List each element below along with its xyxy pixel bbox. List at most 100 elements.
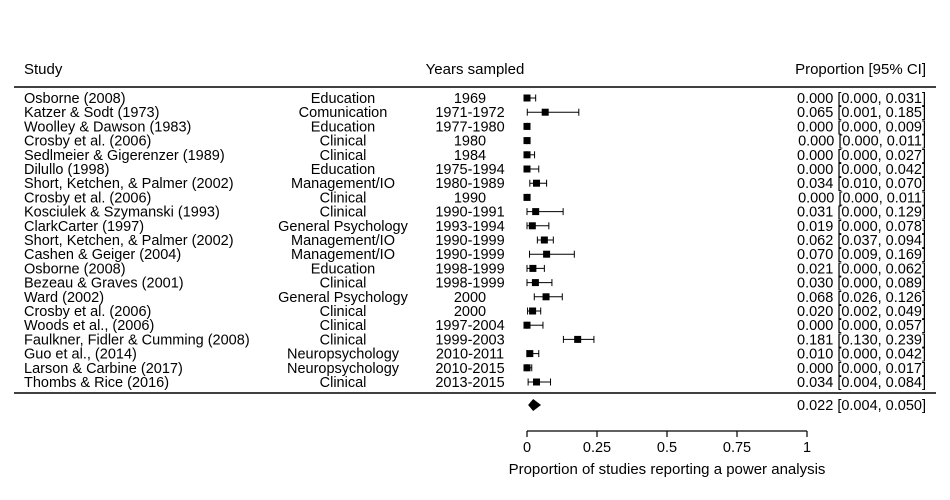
study-field: Education: [311, 162, 376, 178]
study-field: Education: [311, 119, 376, 135]
point-estimate: [533, 378, 541, 386]
study-name: Katzer & Sodt (1973): [24, 105, 159, 121]
estimate-label: 0.000 [0.000, 0.011]: [798, 134, 926, 150]
study-field: Management/IO: [291, 247, 395, 263]
estimate-label: 0.031 [0.000, 0.129]: [797, 205, 926, 221]
study-name: Cashen & Geiger (2004): [24, 247, 181, 263]
study-name: Short, Ketchen, & Palmer (2002): [24, 176, 234, 192]
point-estimate: [523, 321, 531, 329]
study-years: 1998-1999: [435, 261, 504, 277]
estimate-label: 0.000 [0.000, 0.057]: [797, 318, 926, 334]
x-tick-label: 1: [803, 440, 811, 456]
study-years: 2000: [454, 304, 486, 320]
study-row: Osborne (2008) Education 1998-1999 0.021 [0…: [24, 261, 926, 277]
estimate-label: 0.010 [0.000, 0.042]: [797, 347, 926, 363]
x-tick-label: 0.25: [583, 440, 611, 456]
study-field: Clinical: [320, 190, 367, 206]
study-row: Crosby et al. (2006) Clinical 1980 0.000 [0…: [24, 134, 926, 150]
study-field: Clinical: [320, 332, 367, 348]
study-years: 1997-2004: [435, 318, 504, 334]
study-field: Clinical: [320, 318, 367, 334]
study-years: 1990-1991: [435, 205, 504, 221]
study-row: Dilullo (1998) Education 1975-1994 0.000 [0…: [24, 162, 926, 178]
x-tick-label: 0.75: [723, 440, 751, 456]
point-estimate: [523, 165, 531, 173]
study-field: Clinical: [320, 205, 367, 221]
estimate-label: 0.000 [0.000, 0.042]: [797, 162, 926, 178]
study-row: Crosby et al. (2006) Clinical 2000 0.020 [0…: [24, 304, 926, 320]
point-estimate: [523, 137, 531, 145]
estimate-label: 0.034 [0.010, 0.070]: [797, 176, 926, 192]
estimate-label: 0.000 [0.000, 0.009]: [797, 119, 926, 135]
point-estimate: [523, 122, 531, 130]
study-field: Clinical: [320, 134, 367, 150]
point-estimate: [529, 307, 537, 315]
estimate-label: 0.019 [0.000, 0.078]: [797, 219, 926, 235]
study-row: Woods et al., (2006) Clinical 1997-2004 0.0…: [24, 318, 926, 334]
study-years: 1990: [454, 190, 486, 206]
study-field: Clinical: [320, 304, 367, 320]
study-name: Thombs & Rice (2016): [24, 375, 169, 391]
study-years: 1984: [454, 148, 486, 164]
study-field: Management/IO: [291, 176, 395, 192]
study-row: Sedlmeier & Gigerenzer (1989) Clinical 198…: [24, 148, 926, 164]
point-estimate: [543, 250, 551, 258]
study-row: Thombs & Rice (2016) Clinical 2013-2015 0.0…: [24, 375, 926, 391]
study-years: 1990-1999: [435, 233, 504, 249]
study-name: ClarkCarter (1997): [24, 219, 144, 235]
study-field: Clinical: [320, 276, 367, 292]
study-field: Clinical: [320, 375, 367, 391]
study-name: Larson & Carbine (2017): [24, 361, 183, 377]
study-name: Osborne (2008): [24, 261, 126, 277]
study-years: 1977-1980: [435, 119, 504, 135]
x-axis: 0 0.25 0.5 0.75 1 Proportion of studies repo…: [509, 430, 825, 478]
study-field: Clinical: [320, 148, 367, 164]
estimate-label: 0.000 [0.000, 0.017]: [797, 361, 926, 377]
estimate-label: 0.000 [0.000, 0.011]: [798, 190, 926, 206]
study-row: Katzer & Sodt (1973) Comunication 1971-197…: [24, 105, 926, 121]
study-field: Education: [311, 91, 376, 107]
study-name: Sedlmeier & Gigerenzer (1989): [24, 148, 225, 164]
point-estimate: [542, 293, 550, 301]
study-years: 1980: [454, 134, 486, 150]
header-proportion-ci: Proportion [95% CI]: [795, 61, 926, 78]
study-row: Crosby et al. (2006) Clinical 1990 0.000 [0…: [24, 190, 926, 206]
estimate-label: 0.181 [0.130, 0.239]: [797, 332, 926, 348]
study-years: 1971-1972: [435, 105, 504, 121]
study-field: Management/IO: [291, 233, 395, 249]
x-axis-ticks: 0 0.25 0.5 0.75 1: [523, 431, 811, 456]
x-tick-label: 0.5: [657, 440, 677, 456]
study-years: 1999-2003: [435, 332, 504, 348]
point-estimate: [574, 335, 582, 343]
summary-row: 0.022 [0.004, 0.050]: [528, 398, 926, 414]
point-estimate: [532, 208, 540, 216]
study-field: Education: [311, 261, 376, 277]
point-estimate: [523, 151, 531, 159]
study-years: 1975-1994: [435, 162, 504, 178]
point-estimate: [533, 179, 541, 187]
estimate-label: 0.068 [0.026, 0.126]: [797, 290, 926, 306]
summary-estimate-label: 0.022 [0.004, 0.050]: [797, 398, 926, 414]
study-years: 1969: [454, 91, 486, 107]
study-row: Guo et al., (2014) Neuropsychology 2010-20…: [24, 347, 926, 363]
study-row: Larson & Carbine (2017) Neuropsychology 20…: [24, 361, 926, 377]
study-field: Neuropsychology: [287, 361, 400, 377]
study-row: Faulkner, Fidler & Cumming (2008) Clinica…: [24, 332, 926, 348]
estimate-label: 0.000 [0.000, 0.031]: [797, 91, 926, 107]
estimate-label: 0.034 [0.004, 0.084]: [797, 375, 926, 391]
study-row: Ward (2002) General Psychology 2000 0.068 […: [24, 290, 926, 306]
point-estimate: [528, 222, 536, 230]
study-years: 2010-2015: [435, 361, 504, 377]
point-estimate: [526, 350, 534, 358]
study-name: Dilullo (1998): [24, 162, 109, 178]
study-years: 2010-2011: [436, 347, 504, 363]
study-name: Osborne (2008): [24, 91, 126, 107]
study-field: Neuropsychology: [287, 347, 400, 363]
header-years-sampled: Years sampled: [426, 61, 525, 78]
study-name: Crosby et al. (2006): [24, 304, 151, 320]
study-name: Guo et al., (2014): [24, 347, 137, 363]
x-tick-label: 0: [523, 440, 531, 456]
study-years: 2000: [454, 290, 486, 306]
study-name: Ward (2002): [24, 290, 104, 306]
study-years: 1993-1994: [435, 219, 504, 235]
